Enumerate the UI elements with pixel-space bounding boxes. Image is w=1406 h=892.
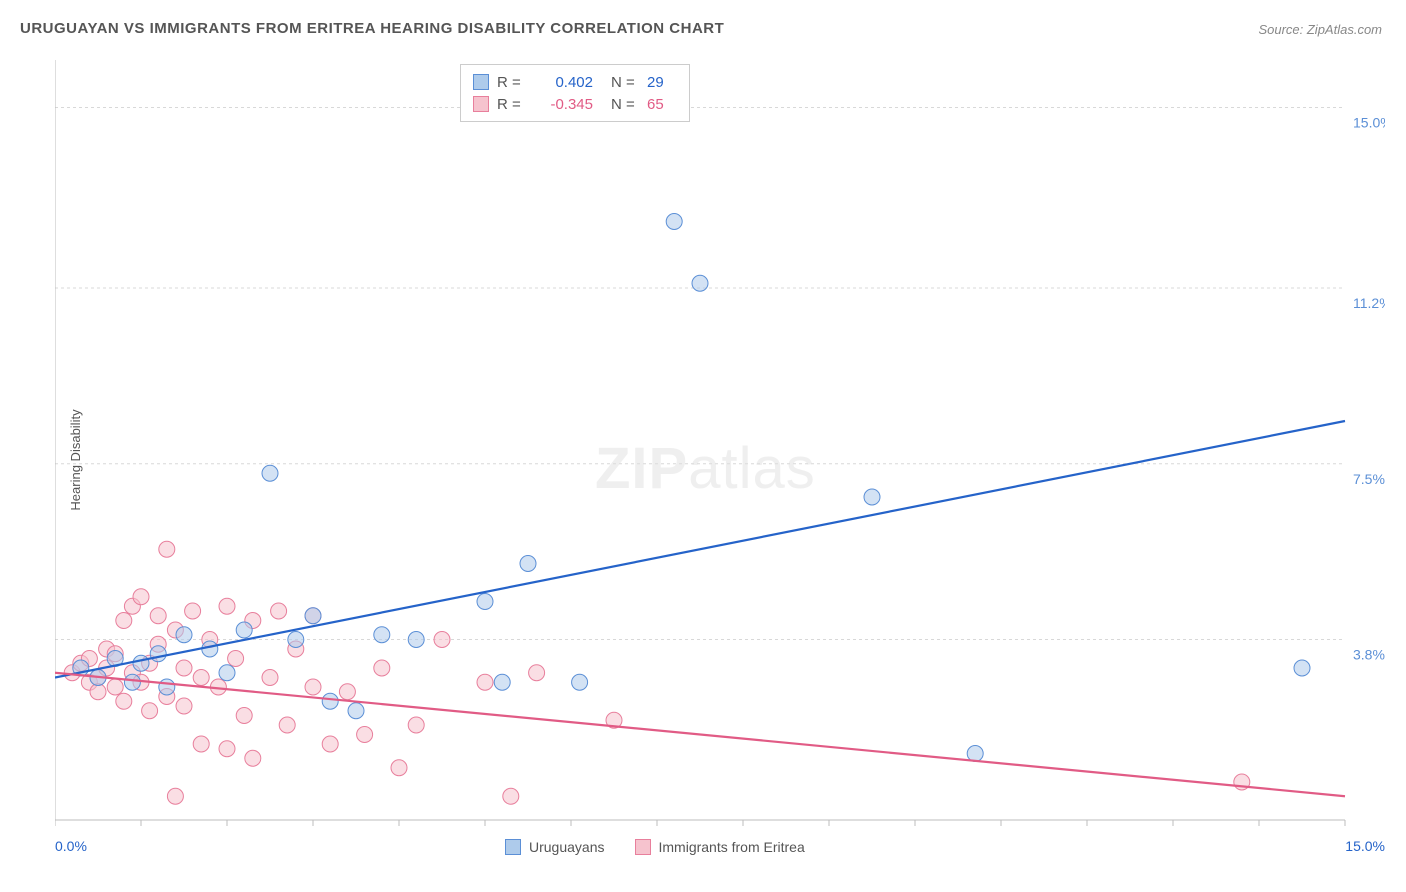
correlation-row-a: R = 0.402 N = 29: [473, 71, 677, 93]
legend-item-b: Immigrants from Eritrea: [635, 839, 805, 855]
svg-text:3.8%: 3.8%: [1353, 647, 1385, 663]
source-attribution: Source: ZipAtlas.com: [1258, 22, 1382, 37]
series-legend: Uruguayans Immigrants from Eritrea: [505, 839, 805, 855]
legend-item-a: Uruguayans: [505, 839, 605, 855]
svg-text:7.5%: 7.5%: [1353, 471, 1385, 487]
y-axis-label: Hearing Disability: [68, 409, 83, 510]
chart-container: Hearing Disability ZIPatlas 3.8% 7.5% 11.2…: [55, 60, 1385, 860]
chart-title: URUGUAYAN VS IMMIGRANTS FROM ERITREA HEA…: [20, 20, 724, 37]
x-axis-max: 15.0%: [1345, 838, 1385, 854]
n-value-a: 29: [647, 74, 677, 91]
swatch-uruguayans: [505, 839, 521, 855]
swatch-eritrea: [473, 96, 489, 112]
svg-text:11.2%: 11.2%: [1353, 295, 1385, 311]
r-value-a: 0.402: [533, 74, 593, 91]
r-label: R =: [497, 74, 525, 91]
r-value-b: -0.345: [533, 96, 593, 113]
swatch-uruguayans: [473, 74, 489, 90]
series-label-a: Uruguayans: [529, 839, 605, 855]
r-label: R =: [497, 96, 525, 113]
x-axis-min: 0.0%: [55, 838, 87, 854]
watermark-zip: ZIP: [595, 436, 688, 501]
n-value-b: 65: [647, 96, 677, 113]
watermark-atlas: atlas: [688, 436, 816, 501]
correlation-legend: R = 0.402 N = 29 R = -0.345 N = 65: [460, 64, 690, 122]
svg-text:15.0%: 15.0%: [1353, 115, 1385, 131]
n-label: N =: [611, 74, 639, 91]
swatch-eritrea: [635, 839, 651, 855]
series-label-b: Immigrants from Eritrea: [659, 839, 805, 855]
correlation-row-b: R = -0.345 N = 65: [473, 93, 677, 115]
watermark: ZIPatlas: [595, 435, 816, 502]
n-label: N =: [611, 96, 639, 113]
